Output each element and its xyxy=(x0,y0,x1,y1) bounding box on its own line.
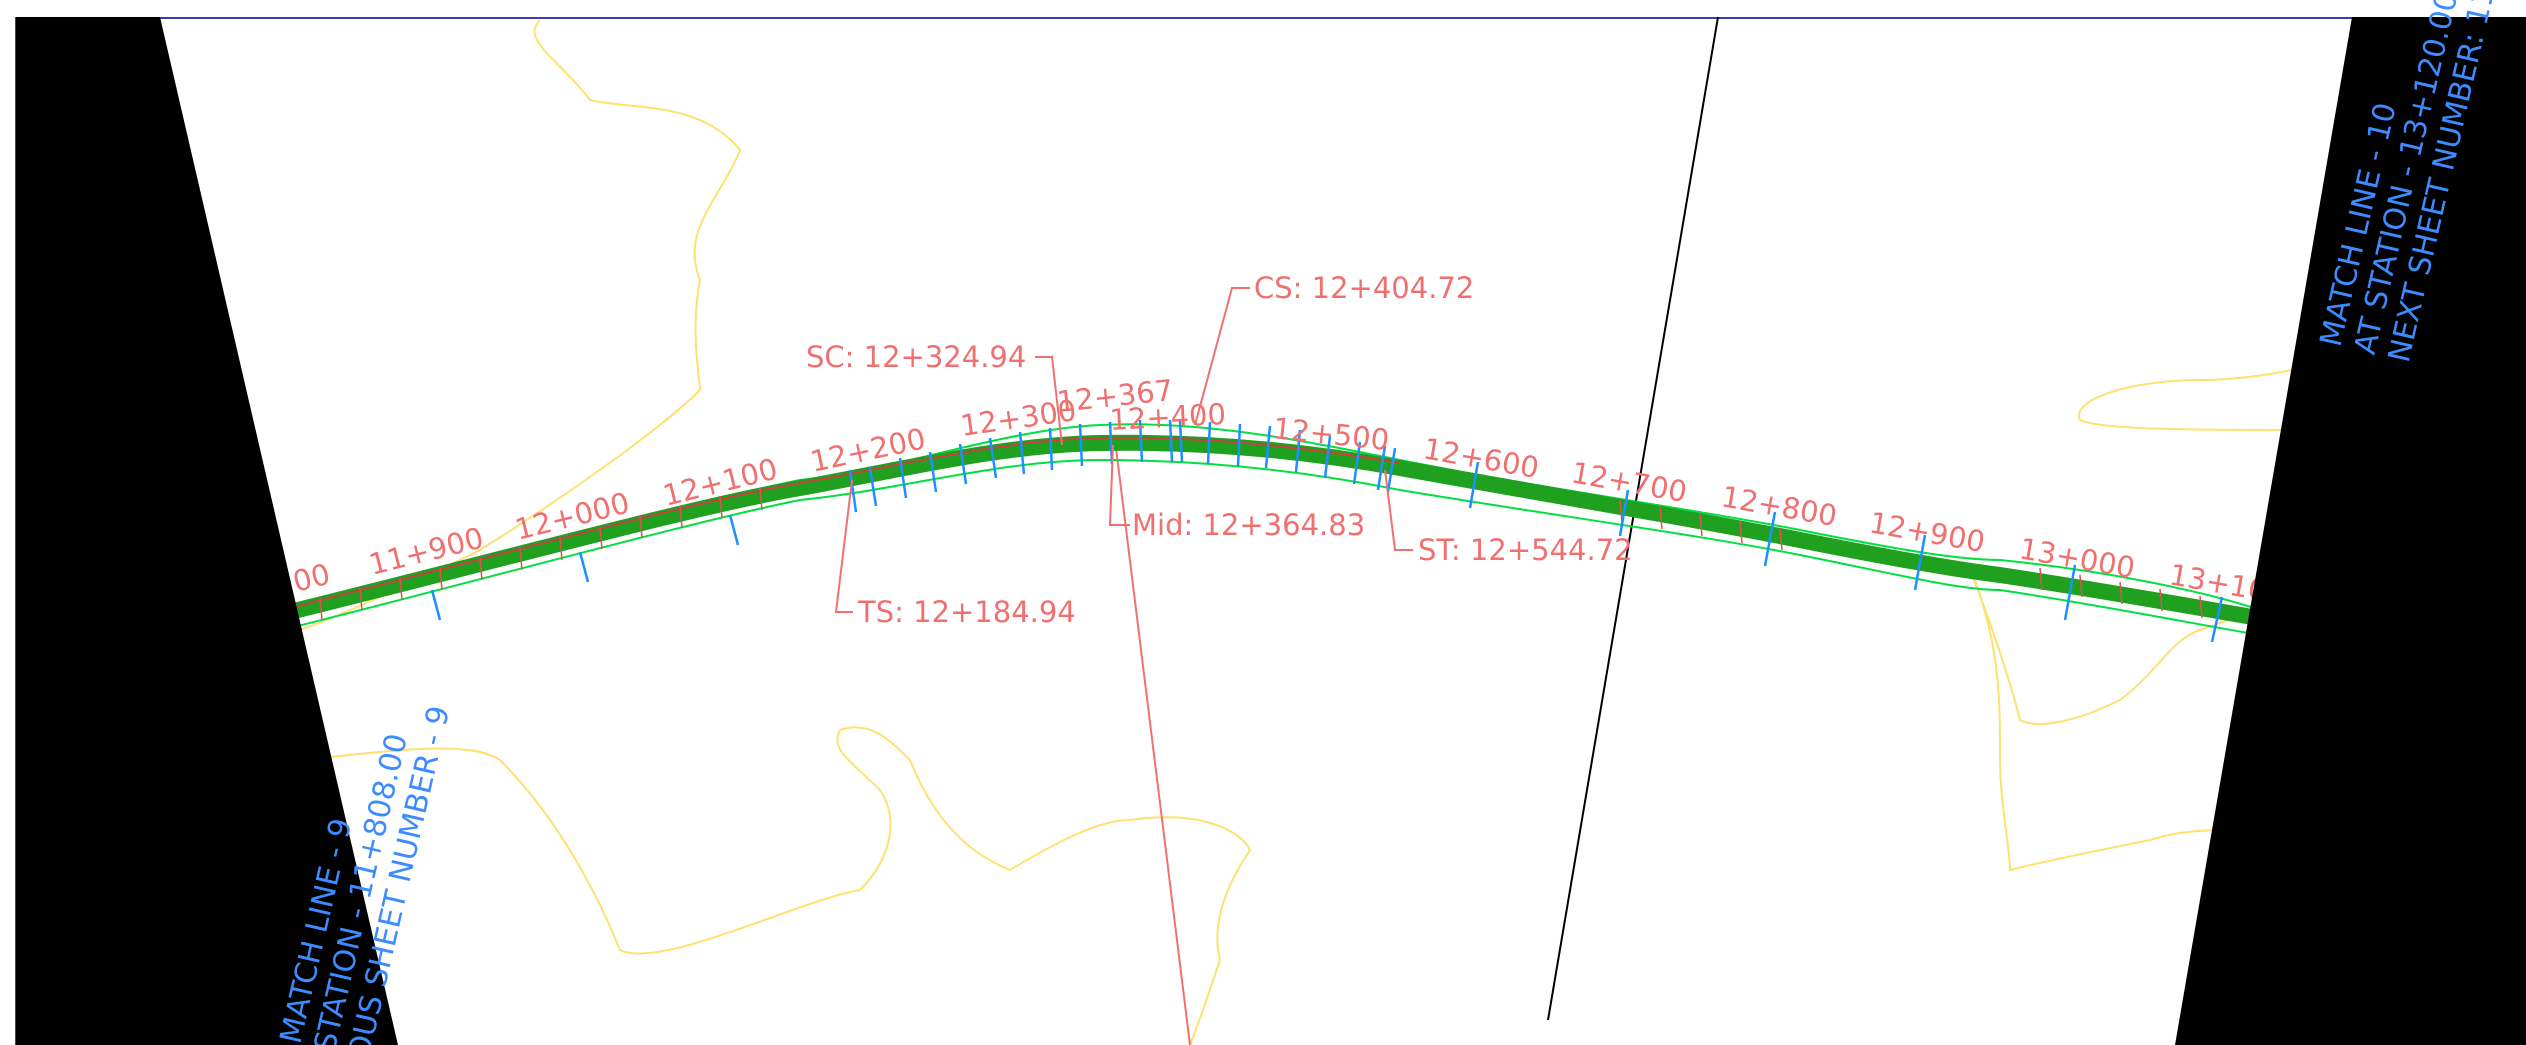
hatch-tick xyxy=(1779,527,1783,551)
hatch-tick xyxy=(2079,574,2083,598)
hatch-tick xyxy=(599,526,603,550)
station-tick xyxy=(1264,425,1272,469)
hatch-tick xyxy=(399,577,403,601)
station-tick xyxy=(1138,419,1144,463)
hatch-tick xyxy=(2119,581,2123,605)
annotation-ts: TS: 12+184.94 xyxy=(857,595,1076,629)
contour-lines xyxy=(299,19,2441,1045)
leader-sc xyxy=(1035,356,1063,446)
right-sheet-mask xyxy=(2175,17,2526,1045)
corridor-edge-outer-bottom xyxy=(289,458,2261,636)
station-tick xyxy=(1763,511,1777,567)
alignment-edge-line xyxy=(289,436,1401,609)
hatch-tick xyxy=(2039,567,2043,591)
hatch-tick xyxy=(359,587,363,611)
hatch-tick xyxy=(1619,499,1623,523)
annotation-st: ST: 12+544.72 xyxy=(1418,533,1633,567)
annotation-cs: CS: 12+404.72 xyxy=(1254,271,1474,305)
station-tick xyxy=(1294,429,1302,473)
hatch-tick xyxy=(719,495,723,519)
station-tick xyxy=(1168,419,1174,463)
curve-annotations: CS: 12+404.72 SC: 12+324.94 Mid: 12+364.… xyxy=(806,271,1633,629)
station-tick xyxy=(1018,431,1026,475)
station-tick xyxy=(1618,489,1630,537)
hatch-tick xyxy=(1659,506,1663,530)
station-tick xyxy=(898,457,908,499)
hatch-tick xyxy=(1699,513,1703,537)
annotation-leaders xyxy=(834,287,1413,613)
contour-line xyxy=(1974,579,2241,872)
hatch-tick xyxy=(679,505,683,529)
station-tick xyxy=(928,451,938,493)
station-tick xyxy=(578,551,590,583)
leader-mid xyxy=(1108,444,1130,526)
contour-line xyxy=(299,19,742,631)
station-tick xyxy=(1206,421,1212,465)
hatch-tick xyxy=(759,487,763,511)
contour-line xyxy=(1969,569,2291,725)
station-tick xyxy=(848,469,858,513)
annotation-mid: Mid: 12+364.83 xyxy=(1132,508,1365,542)
station-label-12400: 12+400 xyxy=(1109,397,1227,437)
station-tick xyxy=(2063,564,2077,621)
station-tick xyxy=(988,437,998,479)
station-tick xyxy=(1048,427,1054,471)
station-tick xyxy=(2210,596,2224,643)
leader-cs xyxy=(1194,287,1250,426)
station-tick xyxy=(958,443,968,485)
leader-st xyxy=(1384,469,1413,551)
station-tick xyxy=(1352,441,1362,485)
station-ticks xyxy=(430,419,2224,643)
hatch-tick xyxy=(479,557,483,581)
annotation-sc: SC: 12+324.94 xyxy=(806,340,1026,374)
alignment-centerline xyxy=(288,434,2272,628)
hatch-tick xyxy=(639,515,643,539)
hatch-tick xyxy=(2199,595,2203,619)
station-tick xyxy=(728,514,740,546)
station-label-11800: 00 xyxy=(289,557,333,599)
hatch-tick xyxy=(1739,520,1743,544)
station-tick xyxy=(1468,461,1480,509)
hatch-tick xyxy=(2159,588,2163,612)
station-tick xyxy=(1376,445,1387,491)
station-tick xyxy=(1078,423,1084,467)
leader-ts xyxy=(834,479,853,613)
radius-leader xyxy=(1114,439,1191,1045)
cross-section-hatch xyxy=(319,487,2203,621)
station-tick xyxy=(1386,447,1397,493)
hatch-tick xyxy=(319,597,323,621)
station-tick xyxy=(1323,435,1332,479)
hatch-tick xyxy=(439,567,443,591)
hatch-tick xyxy=(559,537,563,561)
station-tick xyxy=(868,467,878,507)
contour-line xyxy=(299,726,1252,1045)
station-tick xyxy=(1178,419,1184,463)
station-tick xyxy=(1236,423,1242,467)
station-tick xyxy=(1913,534,1927,591)
left-sheet-mask xyxy=(16,17,398,1045)
sheet-boundary-line xyxy=(1547,16,1719,1021)
hatch-tick xyxy=(519,547,523,571)
station-tick xyxy=(430,589,442,621)
